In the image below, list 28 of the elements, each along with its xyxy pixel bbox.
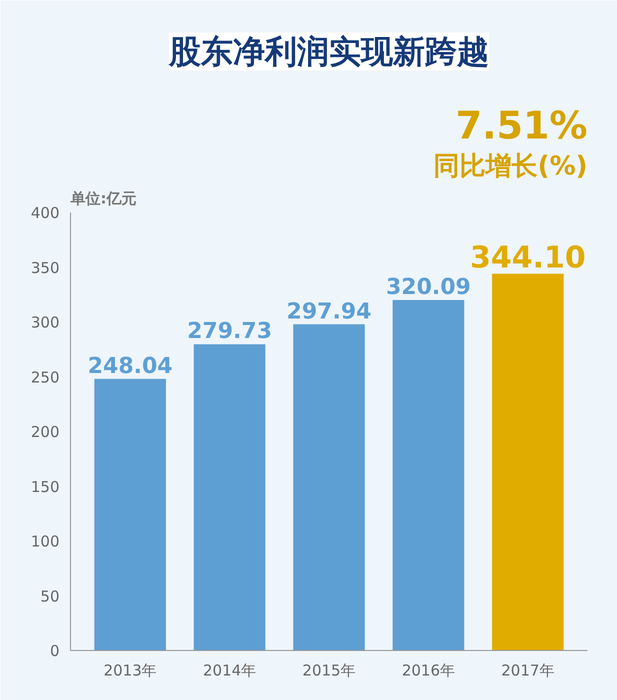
y-tick-label: 100 xyxy=(30,532,60,550)
bar xyxy=(492,274,564,650)
chart-title: 股东净利润实现新跨越 xyxy=(168,32,489,70)
bar xyxy=(293,324,365,650)
y-tick-label: 250 xyxy=(30,368,60,386)
data-label: 320.09 xyxy=(386,275,471,300)
text: 同比增长(%) xyxy=(434,152,588,182)
y-tick-label: 0 xyxy=(50,642,60,660)
bar xyxy=(194,344,266,650)
x-tick-label: 2015年 xyxy=(302,662,356,680)
bar xyxy=(94,378,166,650)
y-axis-title: 单位:亿元 xyxy=(70,190,136,208)
y-tick-label: 400 xyxy=(30,204,60,222)
y-tick-label: 200 xyxy=(30,423,60,441)
y-tick-label: 350 xyxy=(30,258,60,277)
x-tick-label: 2017年 xyxy=(501,662,554,680)
data-label: 344.10 xyxy=(470,240,586,276)
x-tick-label: 2014年 xyxy=(202,662,256,680)
y-tick-label: 300 xyxy=(30,314,60,332)
data-label: 297.94 xyxy=(286,299,372,324)
x-tick-label: 2013年 xyxy=(104,662,157,680)
x-tick-label: 2016年 xyxy=(402,662,456,680)
bar xyxy=(392,300,464,650)
data-label: 248.04 xyxy=(88,354,173,379)
y-tick-label: 150 xyxy=(30,478,60,496)
y-tick-label: 50 xyxy=(40,587,60,606)
data-label: 279.73 xyxy=(187,319,272,344)
text: 7.51% xyxy=(456,104,588,148)
